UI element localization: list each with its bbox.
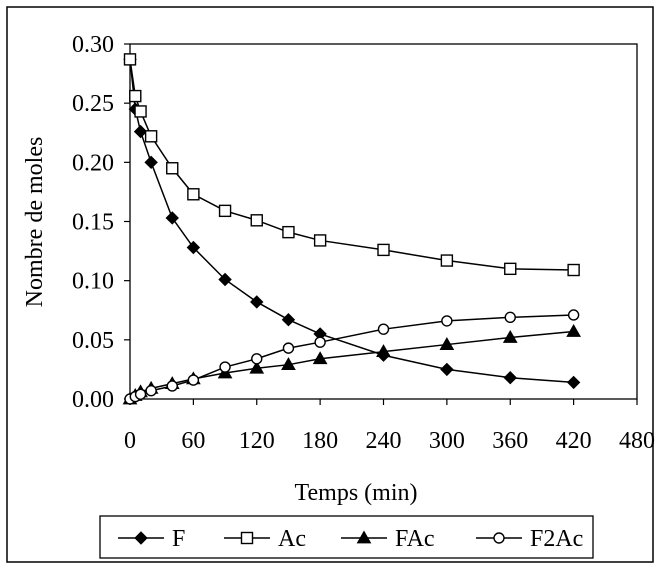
legend-marker-f2ac — [493, 532, 505, 544]
data-point-f2ac — [166, 380, 178, 392]
legend-label-f2ac: F2Ac — [530, 526, 583, 552]
legend-box — [99, 515, 594, 559]
x-tick-label: 360 — [492, 428, 528, 454]
data-point-ac — [123, 53, 137, 66]
x-tick-label: 0 — [124, 428, 136, 454]
legend-marker-fac — [356, 530, 372, 544]
x-tick-label: 420 — [556, 428, 592, 454]
y-tick-label: 0.25 — [72, 91, 114, 117]
data-point-fac — [249, 360, 265, 374]
x-tick-label: 300 — [429, 428, 465, 454]
data-point-f — [165, 211, 179, 225]
data-point-ac — [313, 234, 327, 247]
data-point-fac — [312, 351, 328, 365]
data-point-f — [144, 155, 158, 170]
legend-label-ac: Ac — [278, 526, 306, 552]
data-point-f — [503, 370, 517, 385]
y-axis-label: Nombre de moles — [22, 137, 48, 308]
data-point-f2ac — [219, 361, 231, 373]
data-point-ac — [134, 105, 147, 118]
y-tick-label: 0.05 — [72, 328, 114, 354]
data-point-f — [440, 362, 454, 377]
data-point-ac — [166, 162, 179, 175]
legend: F Ac FAc F2Ac — [118, 526, 583, 552]
legend-label-fac: FAc — [395, 526, 435, 552]
x-tick-label: 180 — [302, 428, 338, 454]
legend-marker-ac — [240, 531, 254, 545]
data-point-f2ac — [377, 323, 390, 335]
data-point-ac — [440, 254, 454, 267]
x-axis-ticks: 0 60 120 180 240 300 360 420 480 — [124, 399, 655, 454]
legend-label-f: F — [172, 526, 185, 552]
data-point-f2ac — [187, 374, 200, 386]
data-point-f2ac — [145, 385, 157, 397]
data-point-f2ac — [441, 315, 453, 327]
data-point-fac — [439, 337, 455, 350]
series-line-f — [129, 59, 574, 384]
legend-marker-f — [134, 531, 148, 545]
data-point-fac — [566, 324, 581, 337]
data-point-f2ac — [567, 309, 580, 321]
data-point-ac — [250, 214, 263, 227]
data-point-fac — [281, 357, 296, 371]
data-point-ac — [567, 263, 580, 277]
y-axis-ticks: 0.00 0.05 0.10 0.15 0.20 0.25 0.30 — [72, 32, 130, 413]
data-point-f — [186, 240, 201, 255]
data-point-fac — [376, 344, 391, 358]
y-tick-label: 0.30 — [72, 32, 114, 58]
y-tick-label: 0.00 — [72, 387, 114, 413]
data-point-ac — [504, 262, 517, 276]
data-point-ac — [218, 204, 232, 218]
x-tick-label: 240 — [366, 428, 402, 454]
y-tick-label: 0.20 — [72, 150, 114, 176]
data-point-f2ac — [134, 388, 147, 400]
x-tick-label: 120 — [239, 428, 275, 454]
data-point-ac — [187, 188, 200, 201]
y-tick-label: 0.15 — [72, 210, 114, 236]
x-axis-label: Temps (min) — [295, 480, 418, 506]
data-point-f — [133, 124, 148, 139]
data-point-f — [281, 313, 296, 327]
data-point-ac — [377, 243, 390, 257]
data-point-f — [250, 295, 264, 309]
data-point-ac — [144, 130, 158, 143]
data-point-ac — [129, 89, 142, 103]
data-point-f2ac — [314, 336, 326, 348]
data-point-fac — [502, 329, 518, 343]
y-tick-label: 0.10 — [72, 269, 114, 295]
data-point-f2ac — [504, 311, 516, 324]
data-point-f — [566, 375, 581, 390]
data-point-ac — [282, 225, 295, 239]
series-markers — [122, 52, 581, 405]
x-tick-label: 480 — [619, 428, 655, 454]
plot-area — [129, 43, 638, 400]
data-point-f2ac — [251, 353, 263, 365]
data-point-f — [218, 272, 232, 287]
x-tick-label: 60 — [181, 428, 205, 454]
data-point-f2ac — [282, 342, 295, 354]
